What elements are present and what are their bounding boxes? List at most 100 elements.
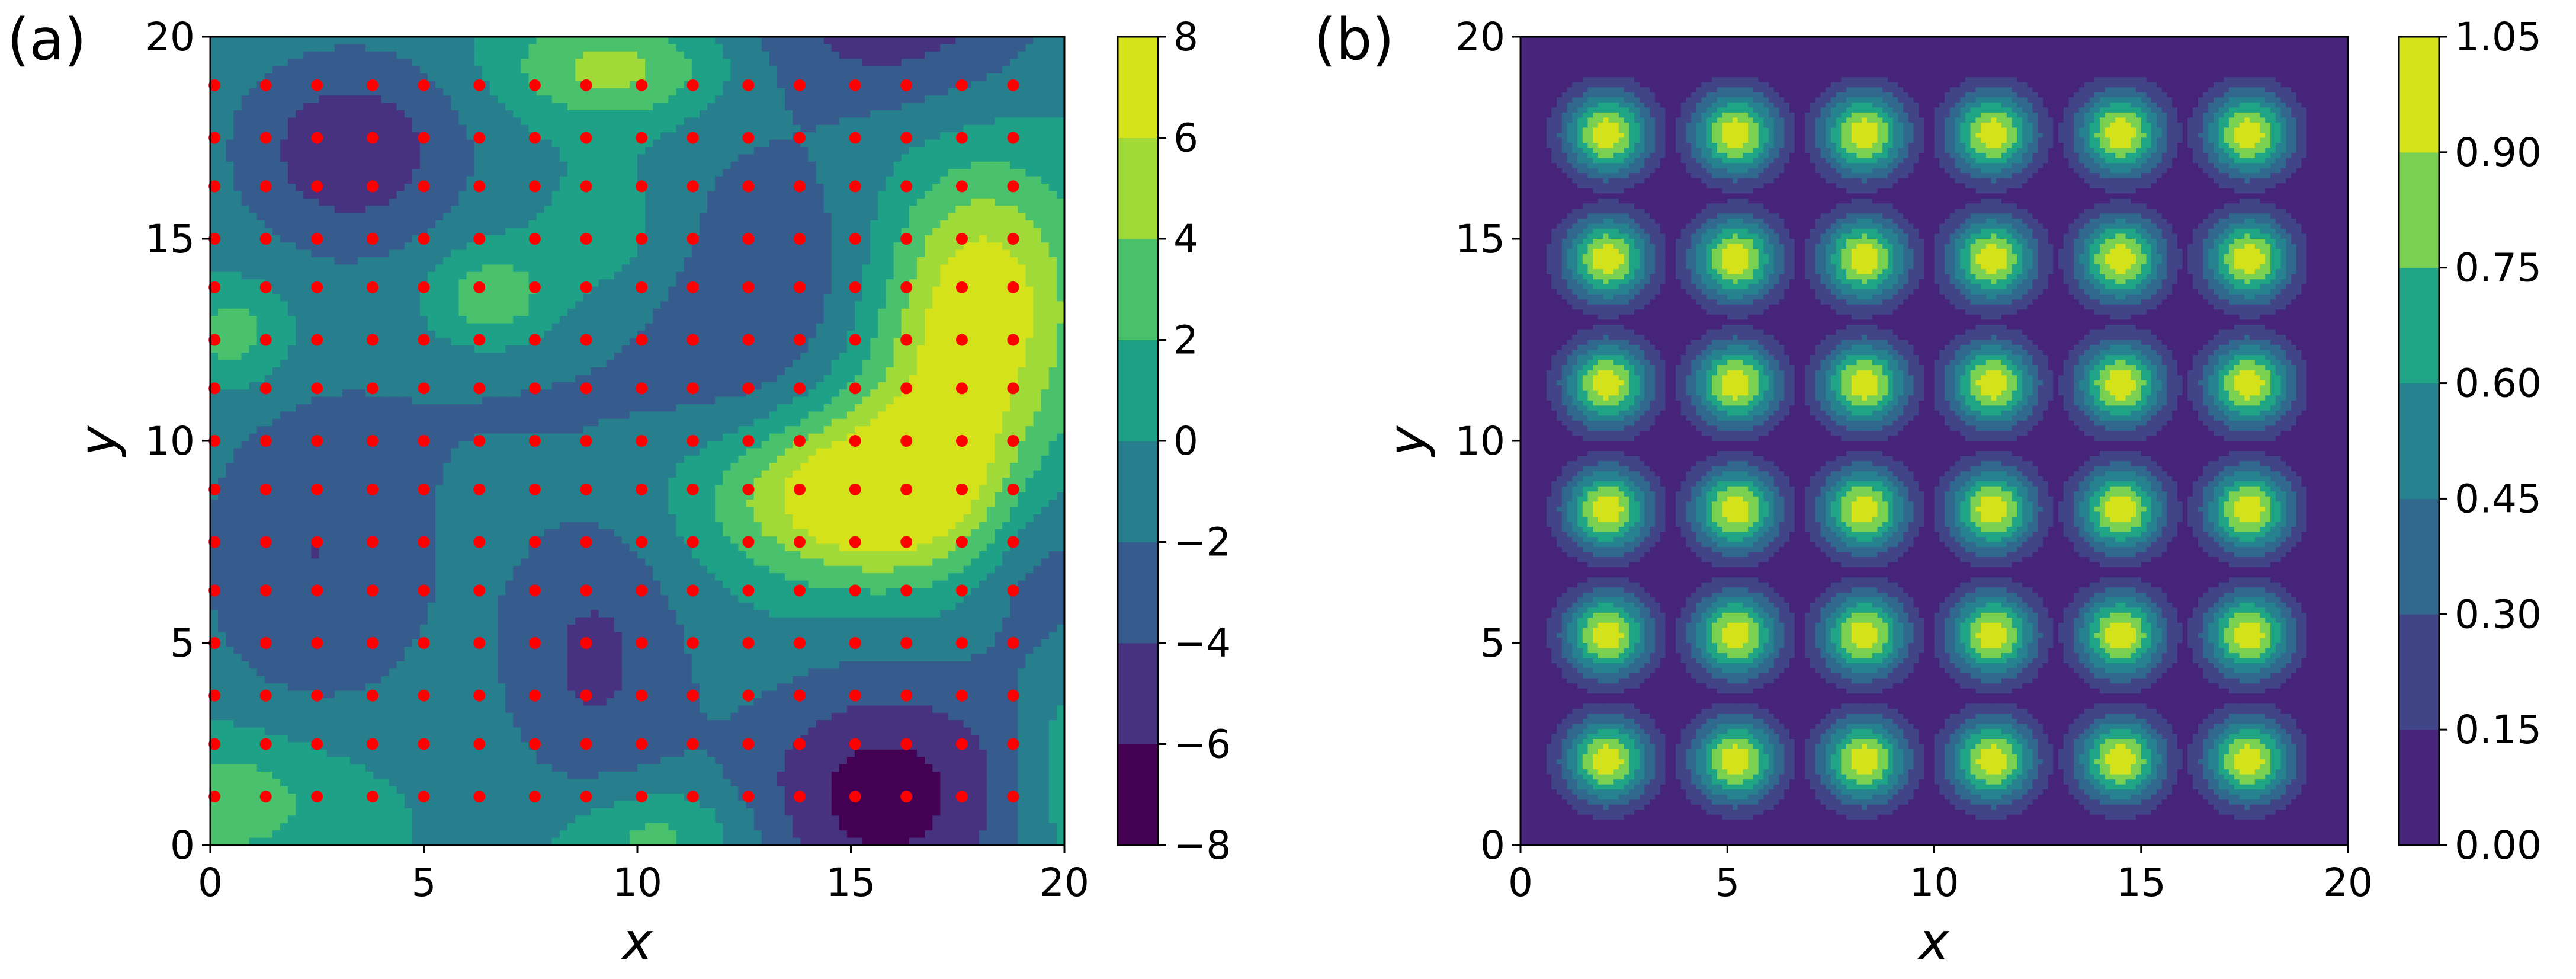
panel-a-contour-cell — [855, 37, 863, 44]
panel-a-contour-cell — [256, 294, 265, 302]
panel-a-contour-cell — [629, 198, 638, 206]
panel-a-contour-cell — [932, 301, 941, 309]
panel-a-contour-cell — [1033, 360, 1042, 368]
panel-a-contour-cell — [1018, 139, 1026, 148]
panel-a-contour-cell — [979, 95, 987, 104]
panel-a-contour-cell — [1033, 110, 1042, 118]
panel-a-contour-cell — [707, 184, 716, 191]
panel-a-contour-cell — [808, 257, 817, 265]
panel-a-contour-cell — [955, 95, 964, 104]
panel-a-contour-cell — [389, 323, 397, 331]
panel-a-contour-cell — [971, 220, 980, 228]
panel-a-contour-cell — [684, 220, 692, 228]
panel-a-contour-cell — [296, 271, 304, 280]
panel-a-contour-cell — [389, 257, 397, 265]
panel-a-contour-cell — [886, 301, 894, 309]
panel-a-contour-cell — [793, 323, 801, 331]
panel-a-contour-cell — [862, 316, 871, 324]
panel-a-contour-cell — [319, 95, 328, 104]
panel-a-contour-cell — [1056, 191, 1065, 199]
panel-a-contour-cell — [738, 308, 747, 316]
panel-a-contour-cell — [886, 117, 894, 126]
panel-a-contour-cell — [233, 66, 242, 74]
panel-a-contour-cell — [280, 161, 288, 169]
panel-a-contour-cell — [513, 191, 521, 199]
panel-a-contour-cell — [723, 191, 731, 199]
panel-a-contour-cell — [793, 191, 801, 199]
panel-a-contour-cell — [451, 286, 460, 295]
panel-a-contour-cell — [629, 176, 638, 184]
panel-a-contour-cell — [955, 169, 964, 177]
panel-a-contour-cell — [342, 44, 351, 52]
panel-a-contour-cell — [296, 308, 304, 316]
panel-a-contour-cell — [591, 338, 599, 346]
panel-a-contour-cell — [591, 124, 599, 133]
panel-a-contour-cell — [730, 331, 739, 338]
panel-a-contour-cell — [451, 51, 460, 59]
panel-a-contour-cell — [1002, 95, 1010, 104]
panel-a-contour-cell — [723, 124, 731, 133]
panel-a-contour-cell — [264, 249, 273, 258]
panel-a-contour-cell — [691, 220, 700, 228]
panel-a-contour-cell — [777, 323, 785, 331]
panel-a-contour-cell — [691, 66, 700, 74]
panel-a-contour-cell — [358, 73, 366, 81]
panel-a-contour-cell — [715, 81, 723, 89]
panel-a-contour-cell — [916, 206, 925, 214]
panel-a-contour-cell — [536, 198, 545, 206]
panel-a-contour-cell — [653, 176, 661, 184]
panel-a-contour-cell — [458, 264, 467, 273]
panel-a-contour-cell — [536, 301, 545, 309]
panel-a-contour-cell — [528, 51, 537, 59]
panel-a-contour-cell — [1056, 59, 1065, 67]
panel-a-contour-cell — [536, 103, 545, 111]
panel-a-contour-cell — [241, 264, 250, 273]
panel-a-contour-cell — [296, 294, 304, 302]
panel-a-contour-cell — [249, 73, 258, 81]
panel-a-contour-cell — [746, 353, 755, 361]
panel-a-contour-cell — [591, 286, 599, 295]
panel-a-contour-cell — [458, 308, 467, 316]
panel-a-contour-cell — [893, 331, 902, 338]
panel-a-contour-cell — [691, 110, 700, 118]
panel-a-contour-cell — [800, 198, 809, 206]
panel-a-contour-cell — [846, 191, 855, 199]
panel-a-contour-cell — [621, 88, 630, 96]
panel-a-contour-cell — [761, 279, 770, 287]
panel-a-contour-cell — [1041, 161, 1050, 169]
panel-a-contour-cell — [1025, 184, 1034, 191]
panel-a-contour-cell — [761, 220, 770, 228]
panel-a-contour-cell — [349, 271, 358, 280]
panel-a-contour-cell — [660, 264, 669, 273]
panel-a-contour-cell — [948, 338, 957, 346]
panel-a-contour-cell — [676, 220, 685, 228]
panel-a-contour-cell — [567, 249, 576, 258]
panel-a-contour-cell — [381, 154, 390, 162]
panel-a-contour-cell — [668, 338, 677, 346]
panel-a-contour-cell — [428, 367, 436, 375]
panel-a-contour-cell — [280, 206, 288, 214]
panel-a-contour-cell — [288, 124, 296, 133]
panel-a-contour-cell — [498, 367, 506, 375]
panel-a-contour-cell — [707, 286, 716, 295]
panel-a-contour-cell — [979, 286, 987, 295]
panel-a-contour-cell — [645, 44, 653, 52]
panel-a-contour-cell — [901, 345, 910, 353]
panel-a-contour-cell — [1025, 294, 1034, 302]
panel-a-contour-cell — [498, 213, 506, 221]
panel-a-contour-cell — [210, 161, 219, 169]
panel-a-contour-cell — [823, 44, 832, 52]
panel-a-contour-cell — [621, 242, 630, 251]
panel-a-contour-cell — [598, 191, 607, 199]
panel-a-contour-cell — [474, 154, 483, 162]
panel-a-contour-cell — [428, 161, 436, 169]
panel-a-contour-cell — [753, 59, 762, 67]
panel-a-contour-cell — [769, 110, 778, 118]
panel-a-contour-cell — [893, 95, 902, 104]
panel-a-contour-cell — [932, 81, 941, 89]
panel-a-contour-cell — [591, 206, 599, 214]
panel-a-contour-cell — [730, 117, 739, 126]
panel-a-contour-cell — [358, 220, 366, 228]
panel-a-contour-cell — [878, 117, 887, 126]
panel-a-contour-cell — [1056, 235, 1065, 243]
